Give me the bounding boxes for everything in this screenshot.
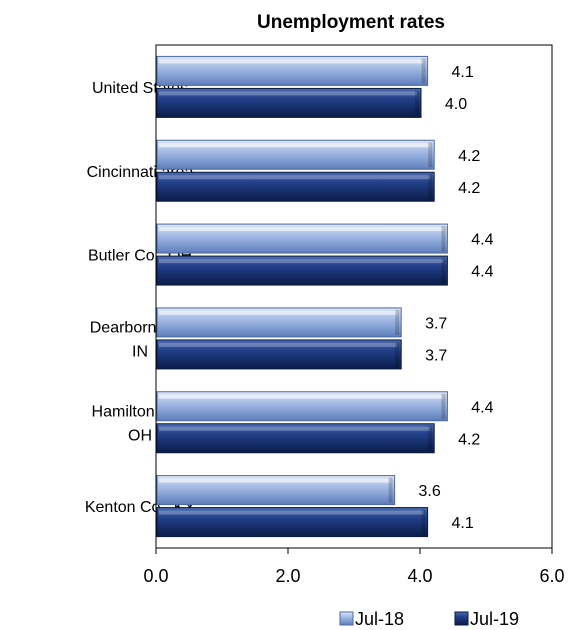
data-label: 4.4 — [471, 264, 493, 281]
bar-bevel — [159, 510, 424, 515]
bar-bevel-edge — [395, 341, 400, 367]
chart-title: Unemployment rates — [257, 12, 445, 33]
bar-bevel — [159, 143, 431, 148]
x-tick-label: 0.0 — [143, 566, 168, 586]
data-label: 4.4 — [471, 232, 493, 249]
data-label: 4.0 — [445, 96, 467, 113]
bar-bevel-edge — [441, 393, 446, 419]
data-label: 4.2 — [458, 180, 480, 197]
data-label: 3.7 — [425, 315, 447, 332]
data-label: 4.2 — [458, 431, 480, 448]
data-label: 4.1 — [451, 515, 473, 532]
bar-bevel-edge — [388, 477, 393, 503]
category-label: OH — [128, 427, 152, 444]
bar-jul-19 — [156, 255, 448, 286]
bar-jul-19 — [156, 339, 402, 370]
x-tick-label: 6.0 — [539, 566, 564, 586]
bar-bevel-edge — [428, 174, 433, 200]
category-label: IN — [132, 343, 148, 360]
bar-bevel-edge — [441, 258, 446, 284]
legend-swatch-jul-18 — [339, 611, 354, 626]
legend-swatch-jul-19 — [454, 611, 469, 626]
bar-jul-19 — [156, 171, 435, 202]
bar-jul-19 — [156, 87, 422, 118]
bar-bevel — [159, 175, 431, 180]
data-label: 3.7 — [425, 347, 447, 364]
bar-bevel-edge — [395, 309, 400, 335]
bar-bevel — [159, 426, 431, 431]
bar-bevel — [159, 478, 391, 483]
data-label: 4.1 — [451, 64, 473, 81]
bar-bevel — [159, 394, 444, 399]
x-tick-label: 2.0 — [275, 566, 300, 586]
data-label: 4.2 — [458, 148, 480, 165]
bar-bevel-edge — [428, 142, 433, 168]
bar-bevel-edge — [415, 90, 419, 116]
legend-label: Jul-18 — [355, 609, 404, 629]
bar-bevel — [159, 227, 444, 232]
bar-bevel — [159, 310, 398, 315]
bar-bevel — [159, 91, 417, 96]
data-label: 4.4 — [471, 399, 493, 416]
bar-bevel-edge — [421, 58, 426, 84]
bar-bevel-edge — [428, 425, 433, 451]
bar-bevel — [159, 342, 398, 347]
bar-bevel — [159, 59, 424, 64]
bar-bevel-edge — [441, 226, 446, 252]
plot-border — [155, 44, 553, 549]
bar-bevel — [159, 259, 444, 264]
bar-jul-19 — [156, 423, 435, 454]
bar-bevel-edge — [421, 509, 426, 535]
bar-jul-19 — [156, 507, 429, 538]
legend-label: Jul-19 — [470, 609, 519, 629]
x-tick-label: 4.0 — [407, 566, 432, 586]
data-label: 3.6 — [418, 483, 440, 500]
